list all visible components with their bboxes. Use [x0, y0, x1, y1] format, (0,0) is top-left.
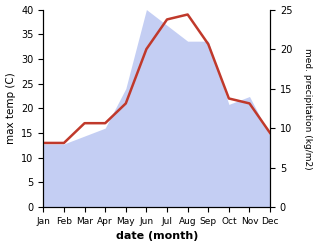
Y-axis label: max temp (C): max temp (C) [5, 72, 16, 144]
X-axis label: date (month): date (month) [115, 231, 198, 242]
Y-axis label: med. precipitation (kg/m2): med. precipitation (kg/m2) [303, 48, 313, 169]
